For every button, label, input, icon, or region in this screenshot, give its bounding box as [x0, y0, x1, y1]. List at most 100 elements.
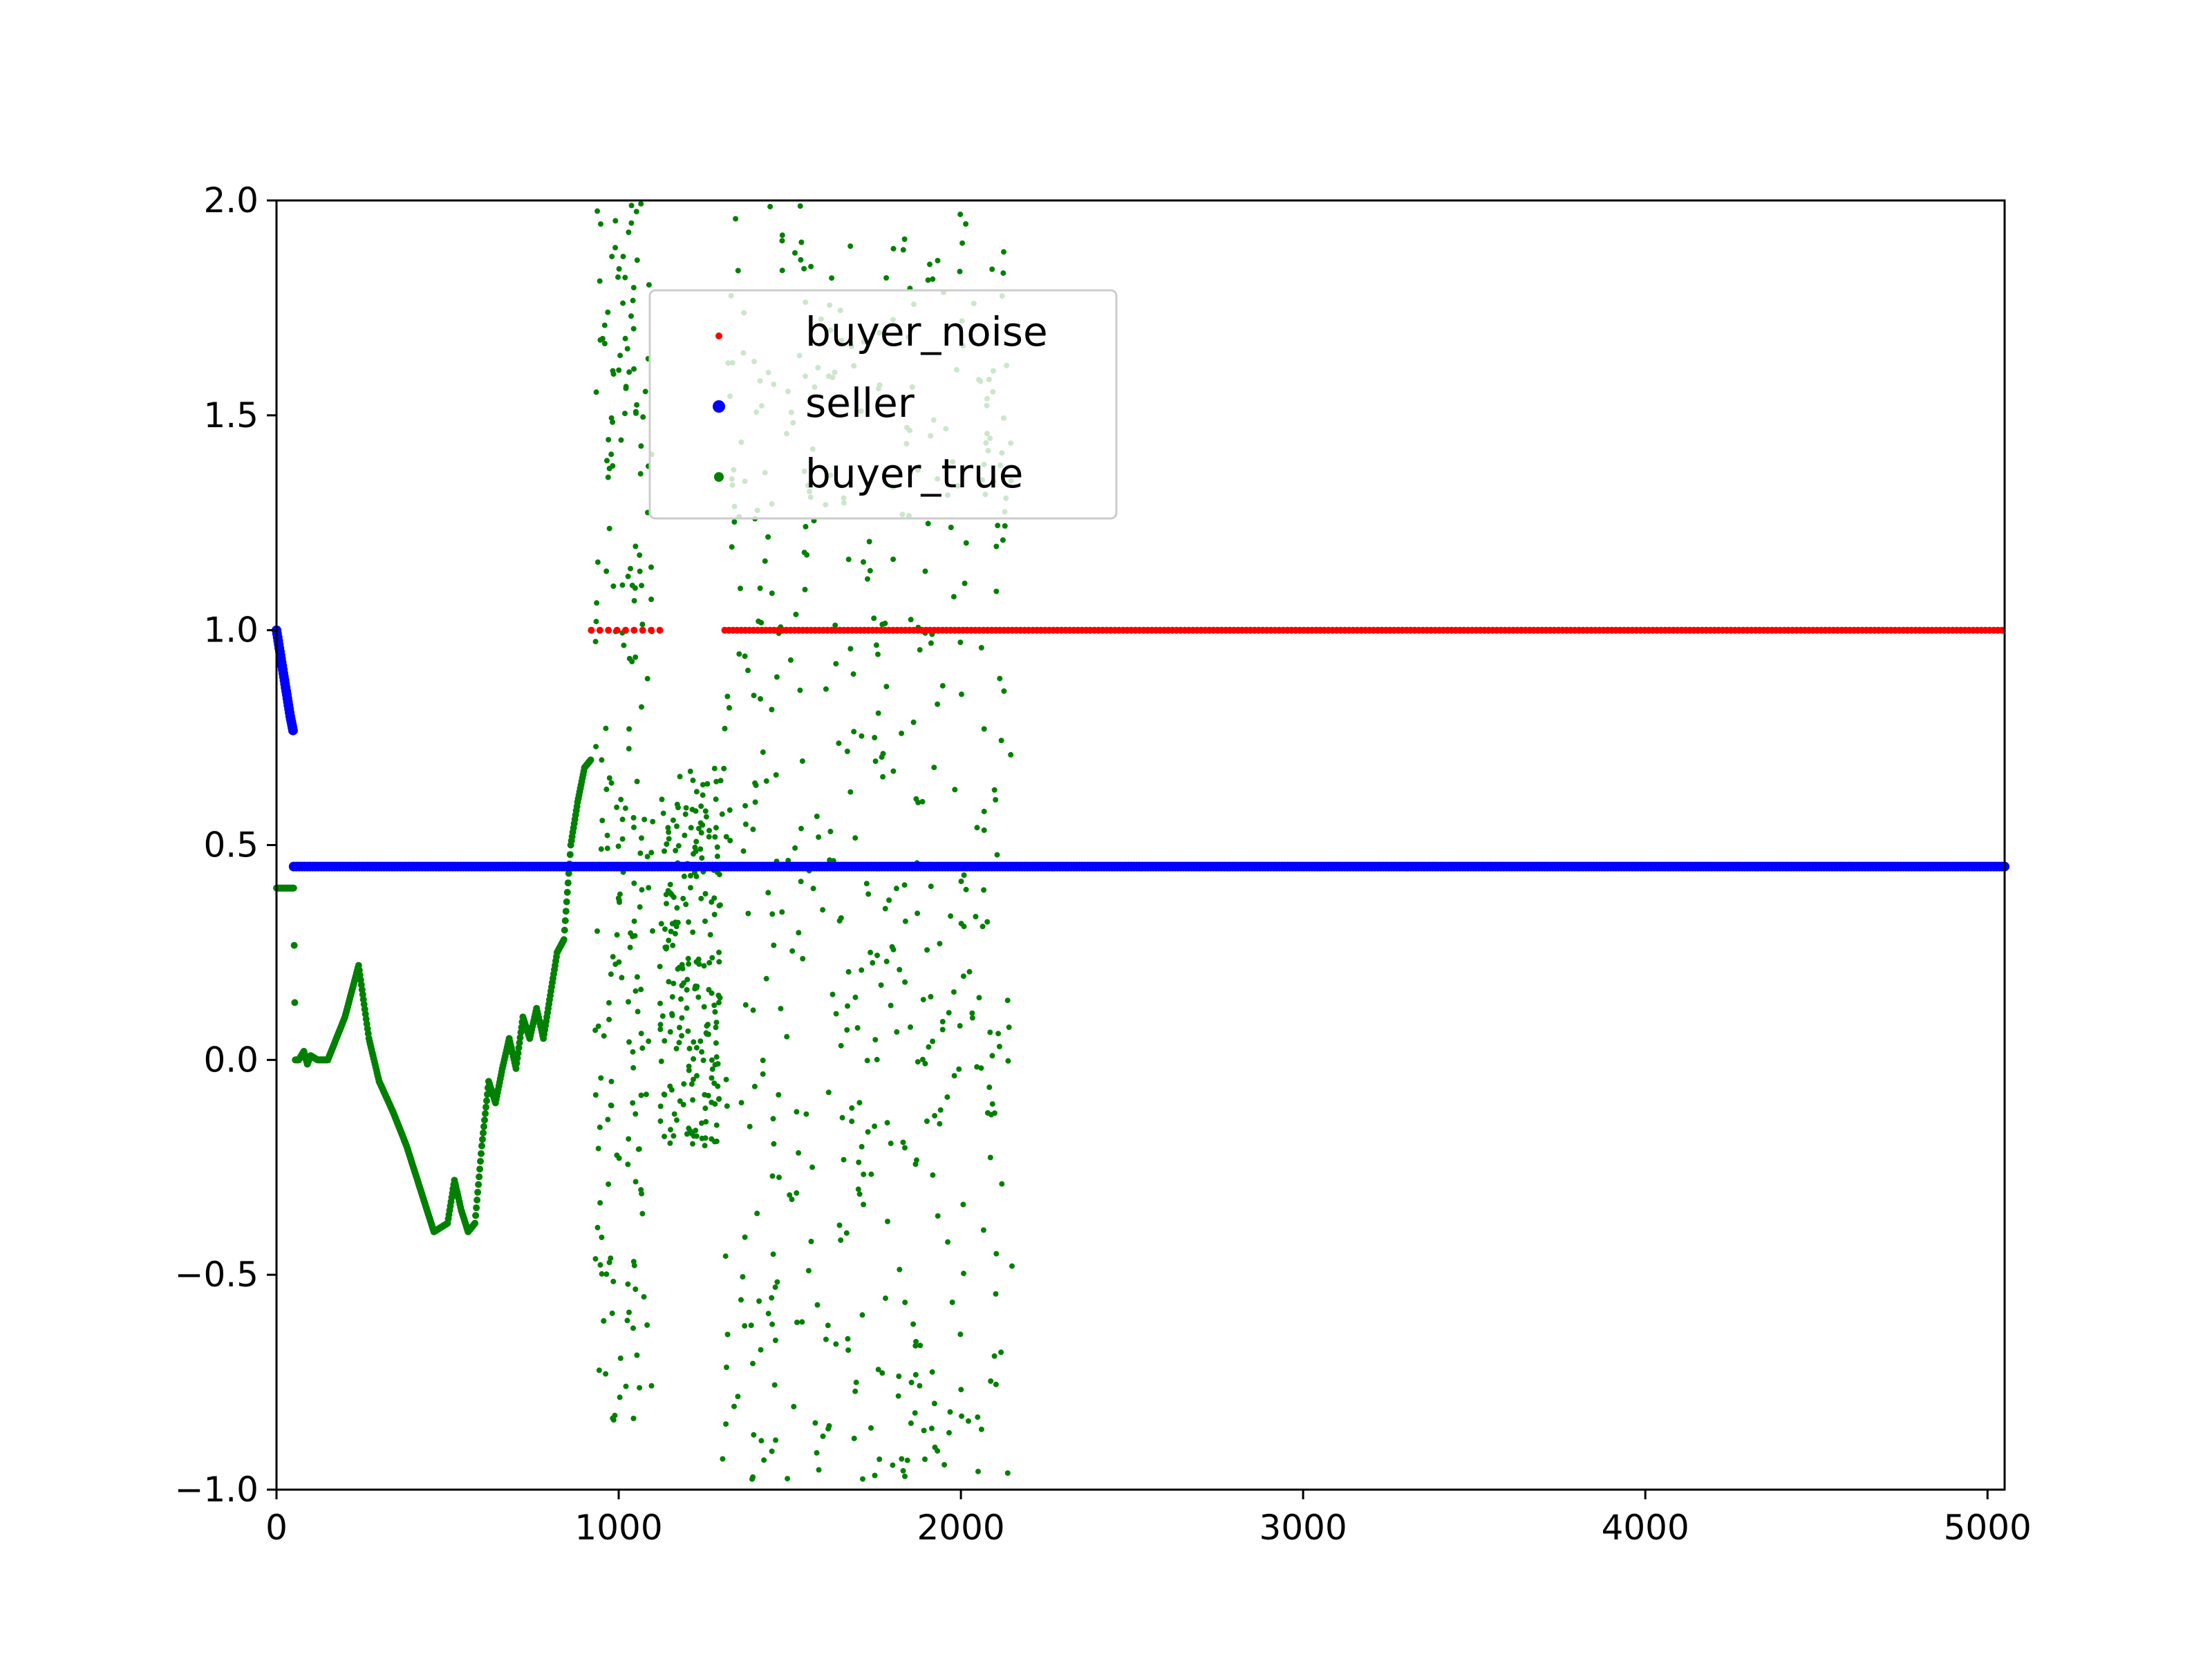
- buyer-true-point: [618, 796, 624, 803]
- buyer-true-point: [628, 203, 635, 209]
- buyer-true-point: [670, 817, 676, 823]
- buyer-true-point: [937, 941, 943, 947]
- buyer-true-point: [679, 982, 685, 988]
- buyer-true-point: [1000, 537, 1006, 543]
- buyer-true-point: [677, 1024, 682, 1031]
- buyer-true-point: [843, 1230, 850, 1236]
- buyer-true-point: [727, 807, 733, 813]
- buyer-true-point: [939, 683, 946, 689]
- buyer-true-point: [592, 1092, 599, 1098]
- buyer-true-point: [900, 1139, 906, 1145]
- buyer-true-point: [919, 798, 926, 805]
- buyer-true-point: [959, 240, 966, 246]
- buyer-true-point: [618, 437, 624, 443]
- buyer-true-point: [657, 964, 663, 970]
- buyer-true-point: [713, 1040, 719, 1046]
- buyer-true-point: [599, 818, 606, 823]
- buyer-true-point: [930, 1038, 936, 1044]
- buyer-true-point: [698, 895, 704, 901]
- buyer-true-point: [877, 1456, 883, 1462]
- buyer-true-point: [833, 1341, 839, 1347]
- buyer-true-point: [674, 1117, 679, 1123]
- buyer-true-point: [709, 955, 715, 961]
- buyer-true-point: [798, 256, 804, 263]
- buyer-true-point: [836, 740, 842, 747]
- buyer-true-point: [639, 1210, 646, 1217]
- buyer-true-point: [792, 250, 798, 256]
- buyer-true-point: [693, 789, 700, 795]
- buyer-true-point: [902, 1473, 908, 1479]
- buyer-true-point: [895, 1393, 901, 1399]
- buyer-true-point: [723, 1421, 729, 1427]
- buyer-true-point: [838, 915, 844, 921]
- buyer-true-point: [988, 1378, 994, 1384]
- buyer-true-point: [890, 768, 897, 774]
- buyer-true-point: [699, 1120, 704, 1126]
- buyer-true-point: [894, 1029, 900, 1035]
- legend-marker-seller: [713, 400, 725, 413]
- buyer-true-point: [709, 899, 715, 905]
- buyer-true-point: [1005, 1058, 1011, 1064]
- buyer-true-point: [631, 880, 637, 886]
- buyer-true-point: [779, 238, 785, 244]
- buyer-true-point: [912, 1342, 919, 1349]
- buyer-true-point: [1001, 249, 1006, 255]
- buyer-true-point: [702, 1143, 708, 1149]
- buyer-true-point: [925, 521, 931, 527]
- buyer-true-point: [852, 1388, 859, 1394]
- buyer-noise-point: [648, 626, 655, 634]
- buyer-true-point: [638, 443, 644, 449]
- buyer-true-point: [999, 1181, 1005, 1187]
- buyer-true-point: [685, 1028, 691, 1034]
- buyer-true-point: [716, 959, 722, 965]
- buyer-true-point: [617, 899, 622, 906]
- buyer-true-point: [872, 758, 879, 765]
- buyer-true-point: [677, 774, 683, 780]
- buyer-true-point: [844, 749, 850, 754]
- buyer-true-point: [603, 568, 610, 574]
- buyer-true-point: [690, 1097, 696, 1103]
- buyer-true-point: [597, 1124, 603, 1130]
- buyer-true-point: [1004, 1470, 1011, 1476]
- buyer-true-point: [825, 1322, 831, 1329]
- buyer-true-point: [693, 1044, 700, 1051]
- buyer-true-point: [998, 738, 1004, 744]
- buyer-true-point: [513, 1060, 521, 1067]
- buyer-true-point: [987, 1154, 993, 1161]
- buyer-true-point: [599, 1271, 605, 1277]
- buyer-true-point: [709, 1057, 715, 1063]
- buyer-true-point: [969, 1010, 975, 1016]
- buyer-true-point: [700, 782, 706, 788]
- buyer-true-point: [690, 1141, 695, 1147]
- buyer-true-point: [606, 1016, 612, 1022]
- buyer-true-point: [587, 756, 594, 764]
- buyer-true-point: [626, 229, 632, 235]
- buyer-true-point: [675, 805, 681, 811]
- buyer-true-point: [623, 384, 629, 390]
- buyer-true-point: [779, 268, 785, 274]
- buyer-true-point: [939, 1019, 946, 1024]
- buyer-true-point: [619, 975, 625, 981]
- buyer-true-point: [695, 825, 702, 832]
- buyer-noise-point: [605, 626, 612, 634]
- buyer-true-point: [669, 1012, 675, 1018]
- buyer-true-point: [890, 1462, 896, 1468]
- buyer-true-point: [620, 300, 626, 306]
- buyer-true-point: [604, 832, 610, 838]
- buyer-true-point: [878, 982, 884, 988]
- buyer-true-point: [479, 1136, 486, 1143]
- buyer-true-point: [901, 236, 908, 242]
- buyer-true-point: [593, 744, 599, 750]
- buyer-true-point: [634, 1352, 640, 1358]
- buyer-true-point: [634, 778, 640, 785]
- buyer-true-point: [711, 1002, 718, 1009]
- buyer-true-point: [714, 853, 720, 859]
- buyer-true-point: [603, 1371, 609, 1377]
- buyer-true-point: [802, 586, 808, 592]
- buyer-true-point: [733, 216, 739, 222]
- buyer-true-point: [657, 1103, 664, 1109]
- buyer-true-point: [981, 808, 987, 814]
- buyer-true-point: [671, 1133, 677, 1139]
- buyer-true-point: [701, 963, 707, 969]
- buyer-true-point: [476, 1173, 483, 1181]
